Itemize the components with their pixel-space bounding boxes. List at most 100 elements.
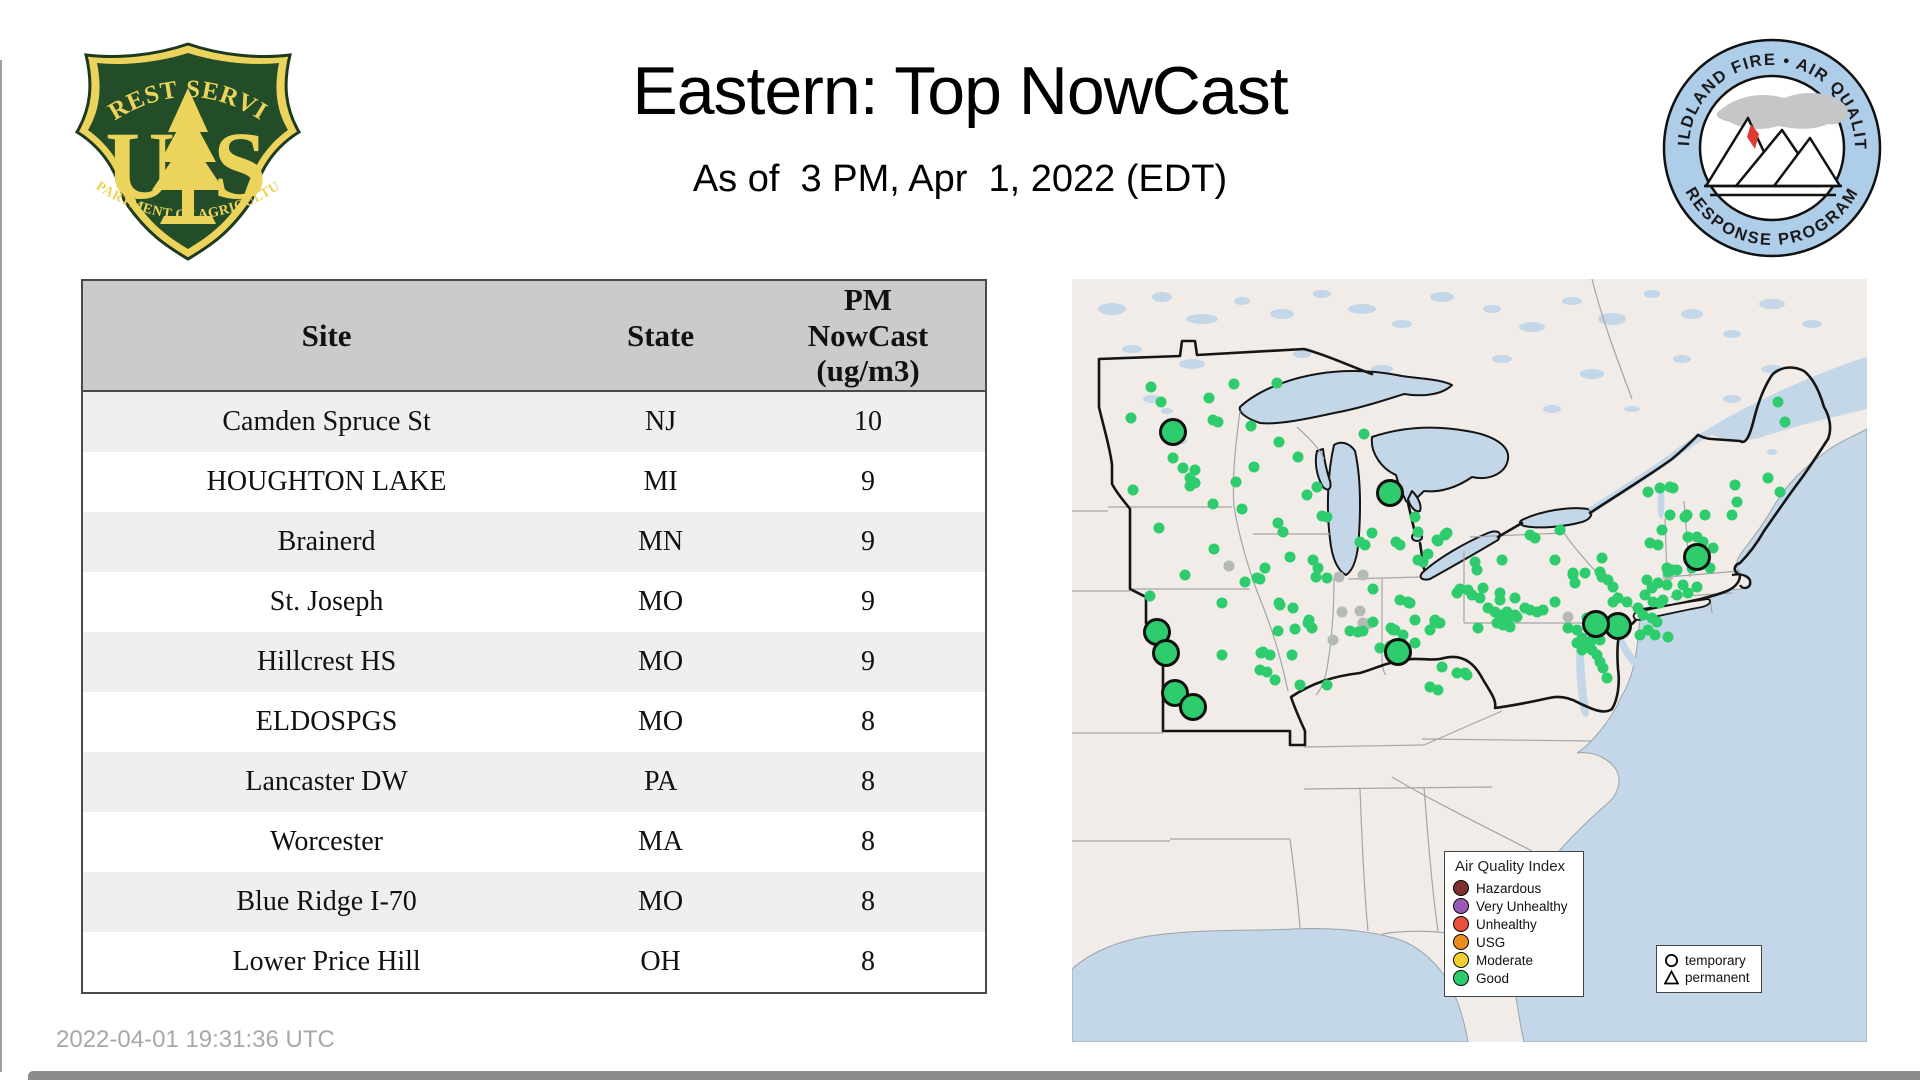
good-site-dot <box>1772 396 1784 408</box>
state-cell: MO <box>637 705 684 737</box>
good-site-dot <box>1779 416 1791 428</box>
good-site-dot <box>1292 451 1304 463</box>
top-site-marker <box>1384 638 1412 666</box>
state-cell: MO <box>637 885 684 917</box>
forest-service-logo: FOREST SERVICE DEPARTMENT OF AGRICULTURE… <box>54 19 312 269</box>
good-site-dot <box>1212 416 1224 428</box>
good-site-dot <box>1671 589 1683 601</box>
aqi-color-swatch-icon <box>1453 880 1469 896</box>
site-cell: St. Joseph <box>269 585 384 617</box>
state-cell: MO <box>637 585 684 617</box>
good-site-dot <box>1519 602 1531 614</box>
good-site-dot <box>1145 381 1157 393</box>
good-site-dot <box>1554 524 1566 536</box>
good-site-dot <box>1654 482 1666 494</box>
table-row: Hillcrest HS MO 9 <box>82 631 986 692</box>
page-subtitle: As of 3 PM, Apr 1, 2022 (EDT) <box>692 158 1228 200</box>
state-cell: MO <box>637 645 684 677</box>
value-cell: 9 <box>860 585 875 617</box>
value-cell: 8 <box>860 765 875 797</box>
site-cell: ELDOSPGS <box>255 705 398 737</box>
aqi-legend-item: Very Unhealthy <box>1453 898 1575 914</box>
good-site-dot <box>1321 572 1333 584</box>
top-site-marker <box>1161 679 1189 707</box>
good-site-dot <box>1537 604 1549 616</box>
good-site-dot <box>1651 616 1663 628</box>
good-site-dot <box>1177 462 1189 474</box>
good-site-dot <box>1509 592 1521 604</box>
good-site-dot <box>1699 509 1711 521</box>
top-site-marker <box>1159 418 1187 446</box>
site-cell: Worcester <box>270 825 383 857</box>
good-site-dot <box>1571 624 1583 636</box>
good-site-dot <box>1634 629 1646 641</box>
good-site-dot <box>1424 624 1436 636</box>
table-row: Blue Ridge I-70 MO 8 <box>82 871 986 932</box>
good-site-dot <box>1357 625 1369 637</box>
good-site-dot <box>1422 548 1434 560</box>
good-site-dot <box>1579 567 1591 579</box>
value-cell: 10 <box>853 405 882 437</box>
good-site-dot <box>1367 616 1379 628</box>
table-row: Camden Spruce St NJ 10 <box>82 390 986 452</box>
good-site-dot <box>1301 489 1313 501</box>
good-site-dot <box>1549 596 1561 608</box>
good-site-dot <box>1637 609 1649 621</box>
wfaqrp-logo-icon: WILDLAND FIRE • AIR QUALITY RESPONSE PRO… <box>1651 22 1882 258</box>
good-site-dot <box>1502 614 1514 626</box>
aqi-legend-label: Very Unhealthy <box>1476 898 1568 914</box>
good-site-dot <box>1459 667 1471 679</box>
forest-service-shield-icon: FOREST SERVICE DEPARTMENT OF AGRICULTURE… <box>54 19 302 261</box>
good-site-dot <box>1272 625 1284 637</box>
good-site-dot <box>1664 509 1676 521</box>
good-site-dot <box>1387 624 1399 636</box>
good-site-dot <box>1179 569 1191 581</box>
good-site-dot <box>1307 554 1319 566</box>
good-site-dot <box>1642 486 1654 498</box>
aqi-color-swatch-icon <box>1453 934 1469 950</box>
value-cell: 9 <box>860 645 875 677</box>
good-site-dot <box>1549 554 1561 566</box>
state-cell: MI <box>643 465 678 497</box>
top-site-markers <box>1143 418 1711 721</box>
site-cell: HOUGHTON LAKE <box>206 465 447 497</box>
good-site-dot <box>1286 649 1298 661</box>
aqi-legend-item: Hazardous <box>1453 880 1575 896</box>
legend-label: permanent <box>1685 970 1750 985</box>
wf-flame-icon <box>1747 124 1759 149</box>
good-site-dot <box>1474 592 1486 604</box>
inactive-site-dot <box>1327 634 1339 646</box>
good-site-dot <box>1602 574 1614 586</box>
good-site-dot <box>1682 531 1694 543</box>
permanent-triangle-icon <box>1664 970 1679 985</box>
good-site-dot <box>1189 464 1201 476</box>
good-site-dot <box>1569 577 1581 589</box>
good-site-dot <box>1289 623 1301 635</box>
good-site-dot <box>1312 562 1324 574</box>
table-row: HOUGHTON LAKE MI 9 <box>82 451 986 512</box>
col-header-site: Site <box>82 280 571 392</box>
good-site-dot <box>1729 479 1741 491</box>
window-left-edge <box>0 60 2 1072</box>
state-cell: MN <box>637 525 684 557</box>
good-site-dot <box>1594 566 1606 578</box>
st-lawrence-estuary <box>1708 357 1867 441</box>
fs-letter-s: S <box>213 112 266 219</box>
gulf-of-mexico <box>1072 927 1469 1042</box>
aqi-legend: Air Quality Index Hazardous Very Unhealth… <box>1444 851 1584 997</box>
great-lakes <box>1238 370 1593 581</box>
good-site-dot <box>1216 597 1228 609</box>
good-site-dot <box>1667 564 1679 576</box>
site-type-legend: temporary permanent <box>1656 945 1762 993</box>
inactive-site-dot <box>1333 571 1345 583</box>
value-cell: 8 <box>860 885 875 917</box>
state-cell: OH <box>640 945 681 977</box>
aqi-color-swatch-icon <box>1453 970 1469 986</box>
good-site-dot <box>1271 377 1283 389</box>
good-site-dot <box>1207 498 1219 510</box>
good-site-dot <box>1667 482 1679 494</box>
col-header-pm: PM NowCast (ug/m3) <box>750 280 986 392</box>
fs-letter-u: U <box>105 112 174 219</box>
monitor-map: Air Quality Index Hazardous Very Unhealth… <box>1072 279 1867 1042</box>
good-site-dot <box>1679 511 1691 523</box>
